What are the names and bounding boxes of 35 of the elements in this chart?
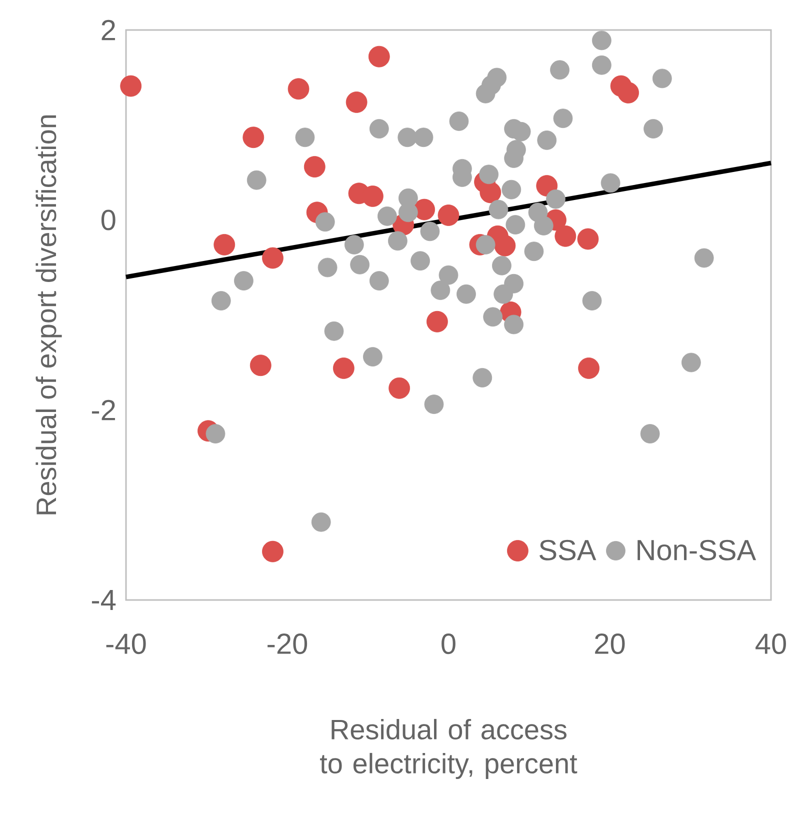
point (618, 82, 639, 104)
legend-label: SSA (540, 540, 596, 560)
point (426, 310, 448, 332)
y-tick-label: 2 (102, 20, 115, 40)
point (414, 198, 436, 220)
x-tick-label: -20 (268, 634, 308, 654)
point (214, 234, 236, 256)
point (438, 204, 460, 226)
x-tick-label: 20 (595, 634, 625, 654)
point (242, 126, 264, 148)
point (536, 175, 558, 196)
point (346, 92, 368, 113)
x-axis-title: Residual of access to electricity, percent (320, 718, 578, 780)
y-tick-label: -2 (92, 400, 115, 420)
point (388, 377, 410, 399)
point (262, 540, 284, 562)
point (554, 225, 576, 247)
point (494, 234, 516, 256)
y-tick-label: -4 (92, 590, 116, 610)
point (332, 358, 354, 379)
x-tick-label: -40 (106, 634, 146, 654)
point (304, 156, 326, 178)
point (288, 78, 310, 100)
point (262, 247, 284, 269)
point (577, 228, 599, 250)
point (250, 354, 272, 376)
x-tick-label: 40 (756, 634, 786, 654)
legend-label: Non-SSA (638, 540, 756, 560)
x-tick-label: 0 (442, 634, 456, 654)
point (120, 75, 142, 97)
point (578, 358, 600, 379)
point (362, 186, 384, 207)
y-axis-title: Residual of export diversification (36, 115, 62, 514)
y-tick-label: 0 (101, 210, 116, 230)
point (368, 46, 390, 68)
